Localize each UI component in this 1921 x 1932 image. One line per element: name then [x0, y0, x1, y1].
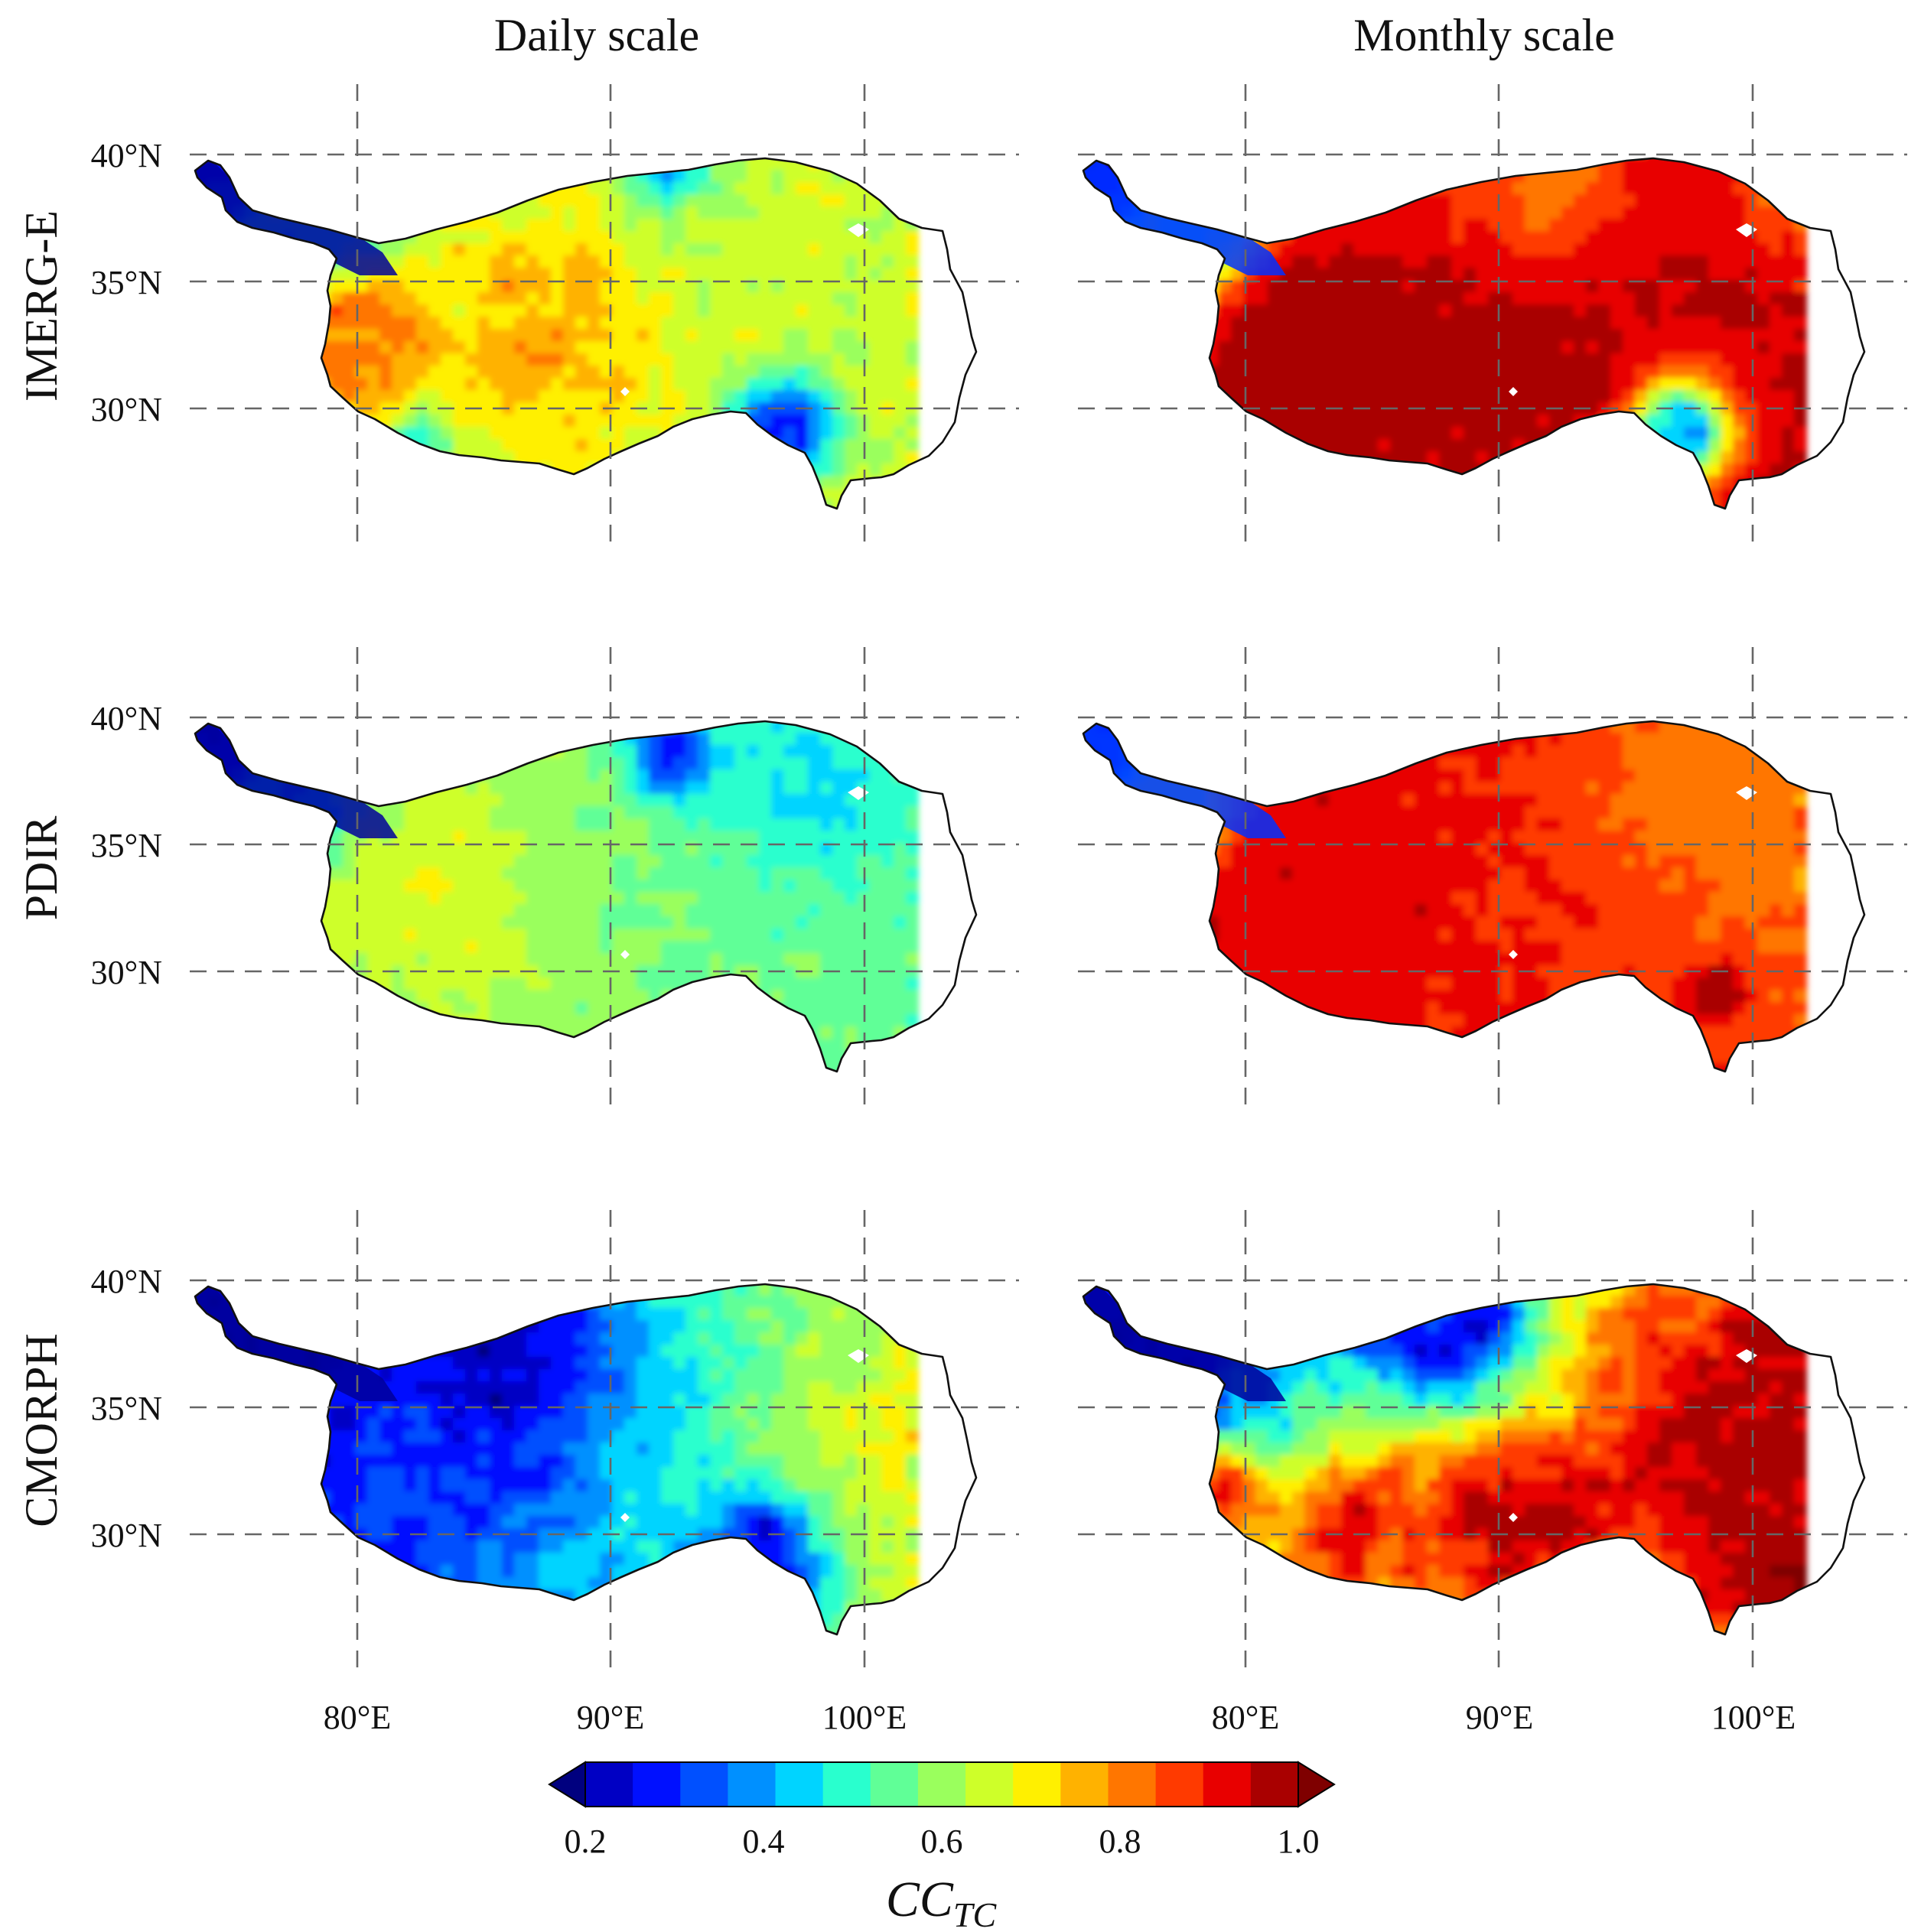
lat-labels-row-2: 40°N 35°N 30°N: [91, 700, 162, 991]
lon-label-90: 90°E: [1466, 1699, 1533, 1736]
colorbar-ticks: 0.2 0.4 0.6 0.8 1.0: [565, 1823, 1320, 1860]
colorbar-extend-low: [548, 1761, 586, 1808]
west-strip: [195, 1285, 398, 1401]
map-panel-imerg-monthly: [1078, 84, 1907, 552]
colorbar-bin: [775, 1762, 824, 1807]
colorbar-label-main: CC: [886, 1872, 954, 1927]
lon-labels-left: 80°E 90°E 100°E: [324, 1699, 907, 1736]
west-strip: [195, 722, 398, 838]
gridlines: [1078, 647, 1907, 1115]
lon-label-80: 80°E: [324, 1699, 391, 1736]
lon-labels-right: 80°E 90°E 100°E: [1212, 1699, 1796, 1736]
row-label-pdir: PDIR: [16, 816, 67, 921]
map-panel-cmorph-monthly: [1078, 1210, 1907, 1678]
no-data-marker: [1509, 1513, 1518, 1522]
west-strip: [1083, 1285, 1286, 1401]
colorbar-label: CCTC: [886, 1872, 998, 1932]
lat-label-30: 30°N: [91, 391, 162, 428]
colorbar-bin: [728, 1762, 777, 1807]
map-panel-pdir-daily: [190, 647, 1019, 1115]
lat-labels-row-3: 40°N 35°N 30°N: [91, 1263, 162, 1554]
map-panel-cmorph-daily: [190, 1210, 1019, 1678]
row-label-imerg: IMERG-E: [16, 210, 67, 402]
lat-label-30: 30°N: [91, 1517, 162, 1554]
west-strip: [1083, 159, 1286, 275]
no-data-marker: [620, 387, 630, 396]
colorbar: [548, 1761, 1336, 1808]
no-data-marker: [1509, 950, 1518, 959]
colorbar-bin: [1060, 1762, 1109, 1807]
gridlines: [190, 1210, 1019, 1678]
lon-label-100: 100°E: [1711, 1699, 1796, 1736]
colorbar-bin: [585, 1762, 633, 1807]
plateau-outline: [194, 720, 978, 1073]
lon-label-80: 80°E: [1212, 1699, 1279, 1736]
colorbar-bin: [633, 1762, 681, 1807]
colorbar-bin: [822, 1762, 871, 1807]
plateau-outline: [194, 157, 978, 510]
west-strip: [1083, 722, 1286, 838]
lon-label-90: 90°E: [577, 1699, 644, 1736]
colorbar-tick-0.8: 0.8: [1099, 1823, 1141, 1860]
no-data-marker: [620, 950, 630, 959]
lat-label-40: 40°N: [91, 1263, 162, 1300]
column-title-daily: Daily scale: [494, 10, 699, 60]
colorbar-tick-0.6: 0.6: [921, 1823, 963, 1860]
colorbar-frame: [584, 1761, 1299, 1807]
no-data-marker: [1509, 387, 1518, 396]
lat-label-35: 35°N: [91, 264, 162, 301]
colorbar-tick-0.4: 0.4: [743, 1823, 785, 1860]
colorbar-bin: [1203, 1762, 1252, 1807]
colorbar-bin: [680, 1762, 728, 1807]
colorbar-bin: [1108, 1762, 1157, 1807]
map-panel-pdir-monthly: [1078, 647, 1907, 1115]
lat-label-35: 35°N: [91, 1390, 162, 1427]
colorbar-extend-high: [1297, 1761, 1336, 1808]
gridlines: [1078, 84, 1907, 552]
plateau-outline: [1082, 720, 1866, 1073]
colorbar-bin: [965, 1762, 1014, 1807]
colorbar-bin: [1155, 1762, 1204, 1807]
colorbar-label-sub: TC: [953, 1895, 998, 1932]
lat-label-35: 35°N: [91, 827, 162, 864]
gridlines: [190, 647, 1019, 1115]
plateau-outline: [194, 1283, 978, 1636]
map-panel-imerg-daily: [190, 84, 1019, 552]
lon-label-100: 100°E: [822, 1699, 907, 1736]
west-strip: [195, 159, 398, 275]
colorbar-tick-0.2: 0.2: [565, 1823, 607, 1860]
colorbar-tick-1.0: 1.0: [1278, 1823, 1320, 1860]
lat-labels-row-1: 40°N 35°N 30°N: [91, 137, 162, 428]
colorbar-bin: [917, 1762, 966, 1807]
gridlines: [1078, 1210, 1907, 1678]
lat-label-40: 40°N: [91, 700, 162, 737]
plateau-outline: [1082, 1283, 1866, 1636]
colorbar-bin: [1013, 1762, 1061, 1807]
lat-label-40: 40°N: [91, 137, 162, 174]
lat-label-30: 30°N: [91, 954, 162, 991]
gridlines: [190, 84, 1019, 552]
row-label-cmorph: CMORPH: [16, 1333, 67, 1527]
plateau-outline: [1082, 157, 1866, 510]
colorbar-bin: [870, 1762, 919, 1807]
map-panels: [190, 84, 1907, 1678]
no-data-marker: [620, 1513, 630, 1522]
column-title-monthly: Monthly scale: [1353, 10, 1615, 60]
colorbar-bin: [1250, 1762, 1299, 1807]
